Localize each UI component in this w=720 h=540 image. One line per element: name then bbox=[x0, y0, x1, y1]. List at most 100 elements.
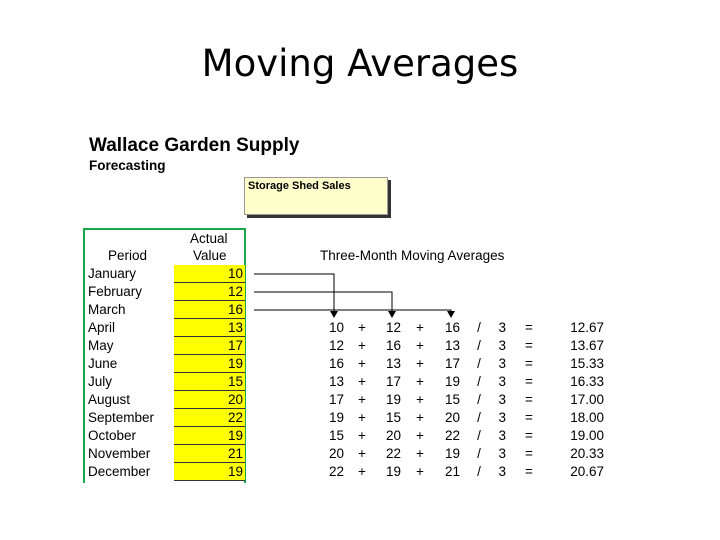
ma-term-1: 13 bbox=[328, 374, 344, 389]
actual-value-cell: 19 bbox=[174, 355, 245, 373]
actual-value-cell: 17 bbox=[174, 337, 245, 355]
month-label: October bbox=[88, 428, 137, 443]
divide-sign: / bbox=[477, 464, 481, 479]
ma-divisor: 3 bbox=[498, 446, 506, 461]
month-label: June bbox=[88, 356, 118, 371]
ma-divisor: 3 bbox=[498, 410, 506, 425]
plus-sign: + bbox=[416, 428, 424, 443]
arrowhead-february bbox=[388, 311, 396, 318]
actual-header-line2: Value bbox=[193, 248, 227, 263]
divide-sign: / bbox=[477, 356, 481, 371]
actual-values-table-frame bbox=[83, 228, 246, 483]
equals-sign: = bbox=[525, 356, 533, 371]
equals-sign: = bbox=[525, 464, 533, 479]
divide-sign: / bbox=[477, 428, 481, 443]
ma-term-2: 19 bbox=[385, 464, 401, 479]
actual-value-cell: 15 bbox=[174, 373, 245, 391]
ma-term-1: 19 bbox=[328, 410, 344, 425]
ma-term-2: 15 bbox=[385, 410, 401, 425]
plus-sign: + bbox=[416, 338, 424, 353]
equals-sign: = bbox=[525, 428, 533, 443]
actual-value-cell: 22 bbox=[174, 409, 245, 427]
arrowhead-march bbox=[447, 311, 455, 318]
plus-sign: + bbox=[416, 374, 424, 389]
ma-term-3: 15 bbox=[444, 392, 460, 407]
plus-sign: + bbox=[358, 464, 366, 479]
ma-term-3: 21 bbox=[444, 464, 460, 479]
plus-sign: + bbox=[358, 392, 366, 407]
ma-divisor: 3 bbox=[498, 338, 506, 353]
ma-result: 18.00 bbox=[570, 410, 604, 425]
equals-sign: = bbox=[525, 338, 533, 353]
slide-title: Moving Averages bbox=[201, 42, 519, 85]
ma-result: 20.33 bbox=[570, 446, 604, 461]
plus-sign: + bbox=[358, 338, 366, 353]
plus-sign: + bbox=[358, 320, 366, 335]
plus-sign: + bbox=[358, 428, 366, 443]
actual-value-cell: 21 bbox=[174, 445, 245, 463]
storage-shed-sales-box: Storage Shed Sales bbox=[244, 177, 388, 215]
ma-term-3: 20 bbox=[444, 410, 460, 425]
sheet-subtitle: Forecasting bbox=[89, 158, 166, 173]
ma-divisor: 3 bbox=[498, 356, 506, 371]
actual-value-cell: 19 bbox=[174, 427, 245, 445]
ma-result: 19.00 bbox=[570, 428, 604, 443]
ma-divisor: 3 bbox=[498, 392, 506, 407]
ma-divisor: 3 bbox=[498, 464, 506, 479]
ma-divisor: 3 bbox=[498, 374, 506, 389]
month-label: January bbox=[88, 266, 137, 281]
equals-sign: = bbox=[525, 446, 533, 461]
actual-value-cell: 13 bbox=[174, 319, 245, 337]
ma-term-1: 17 bbox=[328, 392, 344, 407]
equals-sign: = bbox=[525, 374, 533, 389]
ma-term-1: 22 bbox=[328, 464, 344, 479]
ma-divisor: 3 bbox=[498, 320, 506, 335]
moving-averages-title: Three-Month Moving Averages bbox=[320, 248, 505, 263]
arrowhead-january bbox=[330, 311, 338, 318]
equals-sign: = bbox=[525, 320, 533, 335]
plus-sign: + bbox=[358, 410, 366, 425]
equals-sign: = bbox=[525, 392, 533, 407]
divide-sign: / bbox=[477, 338, 481, 353]
arrow-january bbox=[254, 273, 335, 312]
ma-result: 13.67 bbox=[570, 338, 604, 353]
month-label: April bbox=[88, 320, 116, 335]
ma-term-2: 22 bbox=[385, 446, 401, 461]
ma-term-1: 12 bbox=[328, 338, 344, 353]
ma-term-3: 19 bbox=[444, 374, 460, 389]
ma-term-3: 22 bbox=[444, 428, 460, 443]
company-name: Wallace Garden Supply bbox=[89, 135, 300, 156]
ma-term-1: 10 bbox=[328, 320, 344, 335]
ma-term-2: 17 bbox=[385, 374, 401, 389]
ma-term-1: 15 bbox=[328, 428, 344, 443]
ma-result: 20.67 bbox=[570, 464, 604, 479]
month-label: November bbox=[88, 446, 151, 461]
month-label: December bbox=[88, 464, 151, 479]
plus-sign: + bbox=[416, 392, 424, 407]
divide-sign: / bbox=[477, 446, 481, 461]
plus-sign: + bbox=[358, 374, 366, 389]
actual-value-cell: 12 bbox=[174, 283, 245, 301]
ma-term-2: 12 bbox=[385, 320, 401, 335]
divide-sign: / bbox=[477, 392, 481, 407]
plus-sign: + bbox=[416, 356, 424, 371]
ma-term-2: 13 bbox=[385, 356, 401, 371]
equals-sign: = bbox=[525, 410, 533, 425]
ma-term-3: 19 bbox=[444, 446, 460, 461]
ma-result: 15.33 bbox=[570, 356, 604, 371]
month-label: February bbox=[88, 284, 143, 299]
ma-term-2: 20 bbox=[385, 428, 401, 443]
period-header: Period bbox=[108, 248, 148, 263]
ma-term-3: 16 bbox=[444, 320, 460, 335]
plus-sign: + bbox=[358, 356, 366, 371]
ma-term-1: 20 bbox=[328, 446, 344, 461]
ma-result: 16.33 bbox=[570, 374, 604, 389]
plus-sign: + bbox=[358, 446, 366, 461]
divide-sign: / bbox=[477, 410, 481, 425]
month-label: March bbox=[88, 302, 126, 317]
actual-value-cell: 10 bbox=[174, 265, 245, 283]
ma-result: 17.00 bbox=[570, 392, 604, 407]
divide-sign: / bbox=[477, 374, 481, 389]
ma-term-3: 13 bbox=[444, 338, 460, 353]
